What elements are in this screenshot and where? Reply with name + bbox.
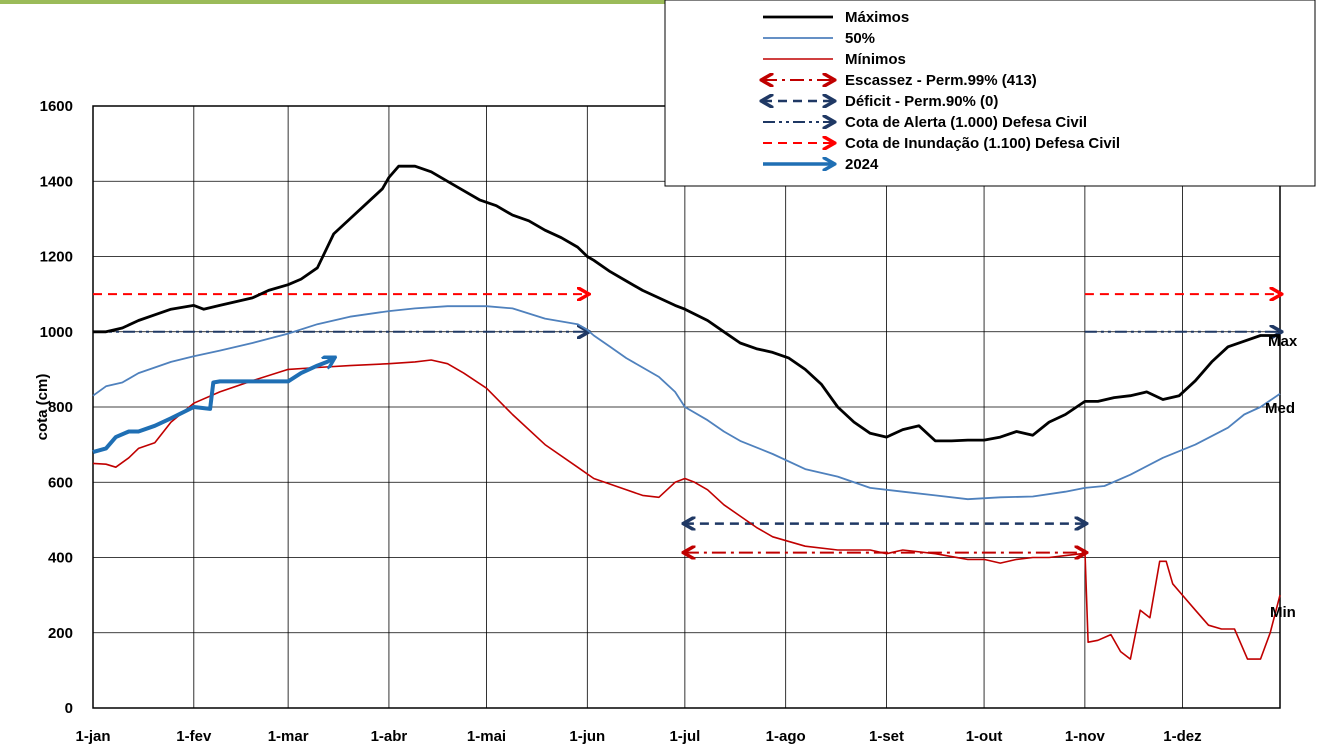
end-label-min: Min <box>1270 604 1296 621</box>
x-tick-label: 1-dez <box>1163 728 1201 745</box>
x-tick-label: 1-fev <box>176 728 212 745</box>
top-accent-band <box>0 0 1250 4</box>
axis-ticks: 0 200 400 600 800 1000 1200 1400 1600 1-jan 1-fev 1… <box>40 98 1202 745</box>
legend-box <box>664 0 1316 187</box>
y-tick-label: 0 <box>65 700 73 717</box>
legend-label: 2024 <box>845 156 879 173</box>
legend-label: Máximos <box>845 9 909 26</box>
y-tick-label: 400 <box>48 550 73 567</box>
end-label-med: Med <box>1265 400 1295 417</box>
series-line-median <box>92 305 1281 501</box>
legend-label: 50% <box>845 30 875 47</box>
y-tick-label: 1200 <box>40 249 73 266</box>
legend-entry: Escassez - Perm.99% (413) <box>763 72 1037 89</box>
legend-entry: Cota de Inundação (1.100) Defesa Civil <box>763 135 1120 152</box>
legend-entry: 2024 <box>763 156 879 173</box>
series-line-year2024 <box>92 358 334 455</box>
x-tick-label: 1-nov <box>1065 728 1106 745</box>
x-tick-label: 1-jul <box>669 728 700 745</box>
x-tick-label: 1-jun <box>569 728 605 745</box>
series-line-maximos <box>93 164 1280 443</box>
x-tick-label: 1-mar <box>268 728 309 745</box>
legend-label: Déficit - Perm.90% (0) <box>845 93 998 110</box>
x-tick-label: 1-mai <box>467 728 506 745</box>
legend: Máximos 50% Mínimos Escassez - Perm.99% (41… <box>664 0 1316 187</box>
legend-entry: Déficit - Perm.90% (0) <box>763 93 998 110</box>
y-tick-label: 600 <box>48 474 73 491</box>
legend-label: Cota de Inundação (1.100) Defesa Civil <box>845 135 1120 152</box>
x-tick-label: 1-ago <box>766 728 806 745</box>
series-line-minimos <box>92 359 1281 660</box>
x-tick-label: 1-abr <box>371 728 408 745</box>
x-tick-label: 1-jan <box>75 728 110 745</box>
legend-entry: 50% <box>763 30 875 47</box>
y-tick-label: 1000 <box>40 324 73 341</box>
legend-entry: Mínimos <box>763 51 906 68</box>
legend-label: Cota de Alerta (1.000) Defesa Civil <box>845 114 1087 131</box>
y-tick-label: 800 <box>48 399 73 416</box>
y-tick-label: 1600 <box>40 98 73 115</box>
x-tick-label: 1-set <box>869 728 904 745</box>
legend-entry: Cota de Alerta (1.000) Defesa Civil <box>763 114 1087 131</box>
end-label-max: Max <box>1268 333 1298 350</box>
series-layer <box>92 164 1281 660</box>
legend-label: Mínimos <box>845 51 906 68</box>
y-axis-title: cota (cm) <box>34 374 51 441</box>
legend-entry: Máximos <box>763 9 909 26</box>
x-tick-label: 1-out <box>966 728 1003 745</box>
legend-label: Escassez - Perm.99% (413) <box>845 72 1037 89</box>
y-tick-label: 1400 <box>40 173 73 190</box>
y-tick-label: 200 <box>48 625 73 642</box>
